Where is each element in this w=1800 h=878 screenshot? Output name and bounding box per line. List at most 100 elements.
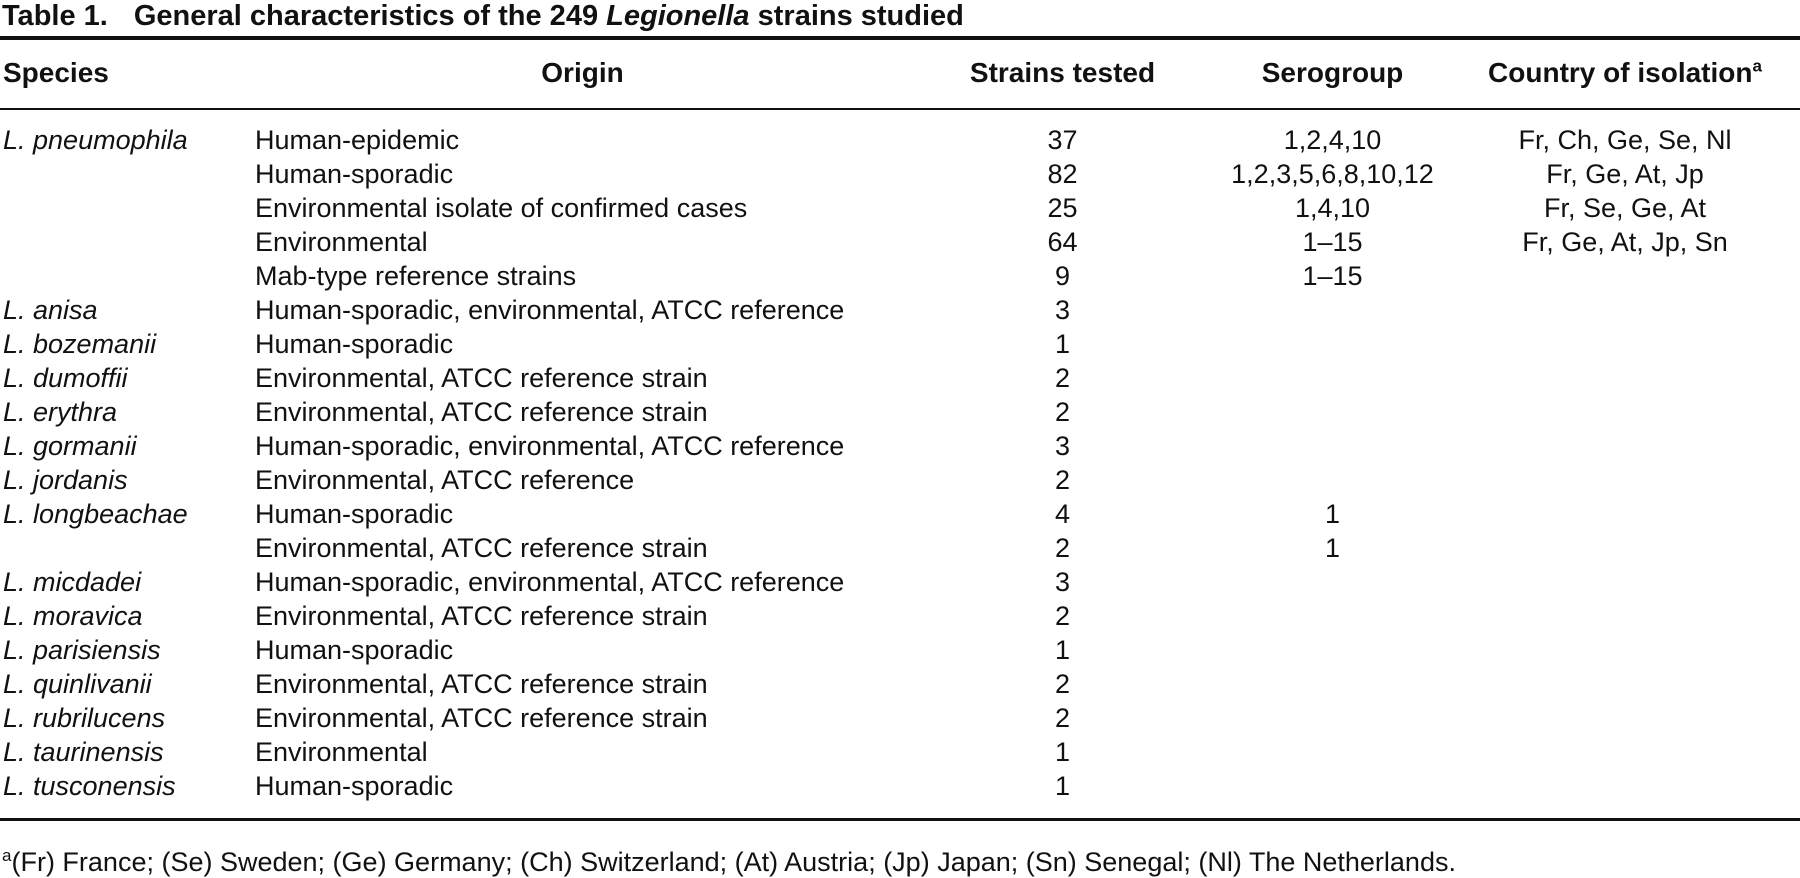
species-cell: L. micdadei [3, 567, 142, 597]
serogroup-cell [1215, 395, 1450, 429]
table-row: L. dumoffii Environmental, ATCC reference… [0, 361, 1800, 395]
origin-cell: Mab-type reference strains [255, 261, 577, 291]
table-row: Environmental isolate of confirmed cases… [0, 191, 1800, 225]
table-row: L. longbeachae Human-sporadic 4 1 [0, 497, 1800, 531]
origin-cell: Human-sporadic [255, 771, 454, 801]
table-row: L. parisiensis Human-sporadic 1 [0, 633, 1800, 667]
strains-tested-cell: 2 [1054, 397, 1071, 427]
table-row: L. tusconensis Human-sporadic 1 [0, 769, 1800, 820]
serogroup-cell: 1 [1324, 533, 1341, 563]
serogroup-cell [1215, 599, 1450, 633]
serogroup-cell: 1,2,4,10 [1283, 125, 1382, 155]
strains-tested-cell: 4 [1054, 499, 1071, 529]
table-row: L. rubrilucens Environmental, ATCC refere… [0, 701, 1800, 735]
species-cell [0, 259, 255, 293]
table-title-text-before: General characteristics of the 249 [133, 0, 607, 32]
country-cell: Fr, Ge, At, Jp [1546, 159, 1704, 189]
country-cell: Fr, Se, Ge, At [1543, 193, 1707, 223]
table-row: Human-sporadic 82 1,2,3,5,6,8,10,12 Fr, Ge,… [0, 157, 1800, 191]
origin-cell: Human-sporadic [255, 499, 454, 529]
serogroup-cell [1215, 735, 1450, 769]
species-cell [0, 191, 255, 225]
column-header-strains-tested: Strains tested [910, 38, 1215, 110]
table-row: L. quinlivanii Environmental, ATCC refere… [0, 667, 1800, 701]
table-row: L. erythra Environmental, ATCC reference … [0, 395, 1800, 429]
table-row: Environmental, ATCC reference strain 2 1 [0, 531, 1800, 565]
country-cell [1450, 633, 1800, 667]
footnote-text: (Fr) France; (Se) Sweden; (Ge) Germany; … [11, 847, 1456, 877]
species-cell [0, 531, 255, 565]
species-cell: L. tusconensis [3, 771, 176, 801]
country-cell: Fr, Ch, Ge, Se, Nl [1518, 125, 1732, 155]
serogroup-cell: 1,4,10 [1294, 193, 1371, 223]
country-cell [1450, 259, 1800, 293]
country-cell [1450, 463, 1800, 497]
origin-cell: Human-sporadic [255, 159, 454, 189]
species-cell: L. longbeachae [3, 499, 188, 529]
table-body: L. pneumophila Human-epidemic 37 1,2,4,10 Fr… [0, 109, 1800, 820]
country-cell [1450, 769, 1800, 820]
serogroup-cell [1215, 293, 1450, 327]
species-cell: L. dumoffii [3, 363, 128, 393]
origin-cell: Environmental, ATCC reference strain [255, 703, 708, 733]
country-cell [1450, 293, 1800, 327]
country-cell [1450, 429, 1800, 463]
characteristics-table: Species Origin Strains tested Serogroup … [0, 36, 1800, 821]
country-header-label: Country of isolation [1488, 57, 1753, 88]
column-header-origin: Origin [255, 38, 910, 110]
strains-tested-cell: 25 [1047, 193, 1078, 223]
country-cell [1450, 735, 1800, 769]
strains-tested-cell: 1 [1054, 771, 1071, 801]
serogroup-cell: 1–15 [1302, 227, 1363, 257]
species-cell: L. quinlivanii [3, 669, 152, 699]
origin-cell: Environmental, ATCC reference strain [255, 669, 708, 699]
species-cell: L. pneumophila [3, 125, 188, 155]
strains-tested-cell: 2 [1054, 669, 1071, 699]
serogroup-cell [1215, 565, 1450, 599]
table-title-text-after: strains studied [749, 0, 964, 32]
country-cell [1450, 531, 1800, 565]
strains-tested-cell: 1 [1054, 737, 1071, 767]
table-row: Mab-type reference strains 9 1–15 [0, 259, 1800, 293]
serogroup-cell: 1,2,3,5,6,8,10,12 [1231, 159, 1434, 189]
column-header-serogroup: Serogroup [1215, 38, 1450, 110]
country-cell [1450, 701, 1800, 735]
origin-cell: Environmental, ATCC reference strain [255, 363, 708, 393]
serogroup-cell [1215, 633, 1450, 667]
species-cell: L. rubrilucens [3, 703, 166, 733]
species-cell [0, 225, 255, 259]
table-title: Table 1. General characteristics of the 2… [0, 0, 1800, 36]
origin-cell: Environmental isolate of confirmed cases [255, 193, 748, 223]
origin-cell: Human-sporadic, environmental, ATCC refe… [255, 567, 845, 597]
species-cell [0, 157, 255, 191]
species-cell: L. parisiensis [3, 635, 161, 665]
strains-tested-cell: 64 [1047, 227, 1078, 257]
origin-cell: Environmental, ATCC reference [255, 465, 635, 495]
strains-tested-cell: 3 [1054, 567, 1071, 597]
table-number-label: Table 1. [2, 0, 108, 32]
footnote-marker: a [2, 846, 12, 865]
origin-cell: Human-sporadic [255, 635, 454, 665]
column-header-species: Species [0, 38, 255, 110]
strains-tested-cell: 3 [1054, 431, 1071, 461]
country-cell: Fr, Ge, At, Jp, Sn [1522, 227, 1728, 257]
origin-cell: Environmental [255, 737, 428, 767]
country-cell [1450, 599, 1800, 633]
origin-cell: Environmental, ATCC reference strain [255, 397, 708, 427]
country-cell [1450, 327, 1800, 361]
table-row: L. micdadei Human-sporadic, environmental… [0, 565, 1800, 599]
table-footnote: a(Fr) France; (Se) Sweden; (Ge) Germany;… [0, 847, 1800, 878]
serogroup-cell [1215, 429, 1450, 463]
country-cell [1450, 361, 1800, 395]
strains-tested-cell: 2 [1054, 363, 1071, 393]
strains-tested-cell: 9 [1054, 261, 1071, 291]
strains-tested-cell: 37 [1047, 125, 1078, 155]
species-cell: L. moravica [3, 601, 143, 631]
strains-tested-cell: 3 [1054, 295, 1071, 325]
country-cell [1450, 667, 1800, 701]
country-header-footnote-marker: a [1752, 56, 1762, 76]
country-cell [1450, 497, 1800, 531]
origin-cell: Human-epidemic [255, 125, 460, 155]
origin-cell: Human-sporadic, environmental, ATCC refe… [255, 295, 845, 325]
strains-tested-cell: 2 [1054, 601, 1071, 631]
